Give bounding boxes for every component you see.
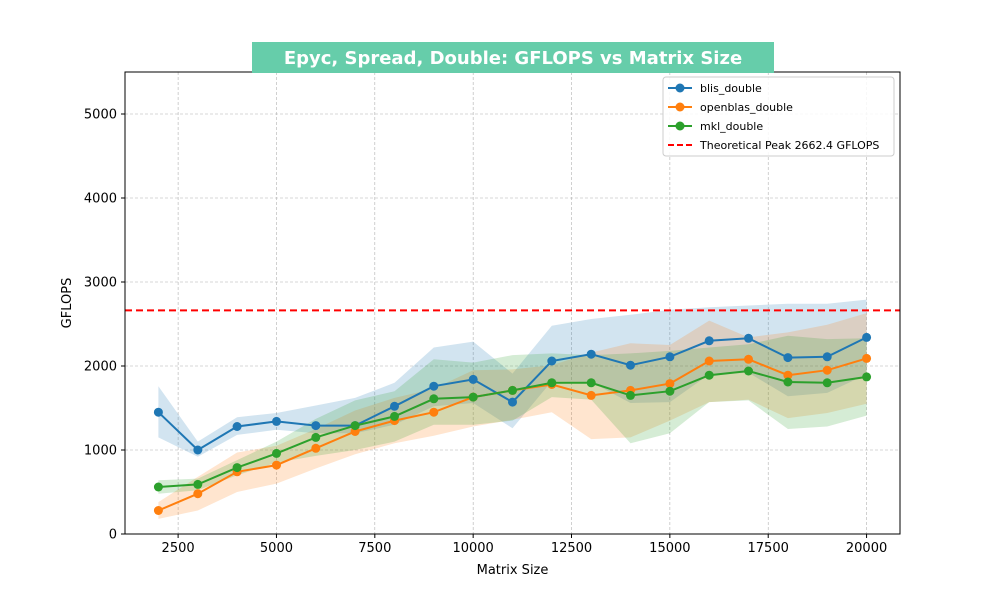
data-point-mkl_double: [862, 372, 872, 382]
series-layer: [153, 332, 872, 515]
band-layer: [158, 299, 867, 519]
x-axis-label: Matrix Size: [477, 563, 549, 578]
data-point-mkl_double: [547, 378, 557, 388]
legend-label-openblas: openblas_double: [700, 101, 793, 114]
x-tick-label: 12500: [551, 541, 592, 556]
data-point-openblas_double: [822, 365, 832, 375]
x-tick-label: 10000: [452, 541, 493, 556]
legend-marker-blis: [675, 83, 685, 93]
data-point-openblas_double: [704, 356, 714, 366]
legend-entry-mkl: mkl_double: [668, 120, 763, 133]
x-tick-label: 5000: [260, 541, 293, 556]
data-point-blis_double: [429, 381, 439, 391]
data-point-blis_double: [193, 445, 203, 455]
y-axis-label: GFLOPS: [60, 278, 75, 329]
data-point-mkl_double: [704, 370, 714, 380]
legend-entry-blis: blis_double: [668, 82, 762, 95]
data-point-blis_double: [311, 421, 321, 431]
data-point-blis_double: [232, 422, 242, 431]
x-tick-label: 15000: [649, 541, 690, 556]
data-point-openblas_double: [744, 354, 753, 364]
data-point-blis_double: [626, 360, 635, 370]
legend-marker-openblas: [675, 102, 685, 112]
legend: blis_double openblas_double mkl_double T…: [662, 76, 895, 157]
legend-box: [662, 76, 895, 157]
x-tick-label: 20000: [846, 541, 887, 556]
data-point-openblas_double: [429, 407, 439, 417]
data-point-blis_double: [153, 407, 163, 417]
data-point-mkl_double: [626, 390, 635, 400]
data-point-openblas_double: [311, 443, 321, 453]
chart-title: Epyc, Spread, Double: GFLOPS vs Matrix S…: [284, 48, 742, 69]
data-point-openblas_double: [153, 506, 163, 515]
data-point-mkl_double: [311, 432, 321, 442]
legend-label-blis: blis_double: [700, 82, 762, 95]
x-tick-label: 17500: [748, 541, 789, 556]
data-point-blis_double: [272, 416, 281, 426]
legend-label-mkl: mkl_double: [700, 120, 763, 133]
legend-marker-mkl: [675, 121, 685, 131]
data-point-blis_double: [665, 352, 675, 362]
data-point-mkl_double: [153, 482, 163, 492]
y-tick-label: 2000: [84, 360, 117, 375]
data-point-blis_double: [468, 374, 478, 384]
data-point-blis_double: [390, 401, 399, 411]
data-point-openblas_double: [193, 489, 203, 499]
data-point-mkl_double: [350, 421, 360, 431]
data-point-blis_double: [586, 349, 596, 359]
y-tick-label: 5000: [84, 108, 117, 123]
legend-entry-peak: Theoretical Peak 2662.4 GFLOPS: [668, 139, 879, 152]
data-point-mkl_double: [665, 386, 675, 396]
y-tick-label: 4000: [84, 192, 117, 207]
data-point-mkl_double: [468, 392, 478, 402]
y-tick-label: 1000: [84, 444, 117, 459]
data-point-openblas_double: [783, 370, 793, 380]
data-point-openblas_double: [586, 390, 596, 400]
data-point-blis_double: [862, 332, 872, 342]
axis-layer: 2500 5000 7500 10000 12500 15000 17500 20000 0 10…: [84, 108, 887, 557]
data-point-mkl_double: [390, 411, 399, 421]
legend-label-peak: Theoretical Peak 2662.4 GFLOPS: [699, 139, 879, 152]
data-point-mkl_double: [193, 479, 203, 489]
data-point-blis_double: [822, 352, 832, 362]
data-point-openblas_double: [665, 379, 675, 389]
data-point-openblas_double: [272, 460, 281, 470]
data-point-blis_double: [508, 397, 517, 407]
data-point-mkl_double: [744, 366, 753, 376]
data-point-mkl_double: [508, 385, 517, 395]
data-point-blis_double: [744, 333, 753, 343]
data-point-openblas_double: [862, 353, 872, 363]
y-tick-label: 0: [109, 528, 117, 543]
band-mkl_double: [158, 335, 867, 494]
data-point-mkl_double: [272, 448, 281, 458]
x-tick-label: 7500: [358, 541, 391, 556]
data-point-mkl_double: [429, 394, 439, 404]
data-point-mkl_double: [822, 378, 832, 388]
data-point-blis_double: [783, 353, 793, 363]
title-background: [252, 42, 774, 73]
band-openblas_double: [158, 313, 867, 519]
data-point-mkl_double: [232, 463, 242, 473]
y-tick-label: 3000: [84, 276, 117, 291]
data-point-blis_double: [704, 336, 714, 346]
band-blis_double: [158, 299, 867, 457]
data-point-blis_double: [547, 356, 557, 366]
data-point-mkl_double: [586, 378, 596, 388]
x-tick-label: 2500: [162, 541, 195, 556]
data-point-mkl_double: [783, 377, 793, 387]
legend-entry-openblas: openblas_double: [668, 101, 793, 114]
